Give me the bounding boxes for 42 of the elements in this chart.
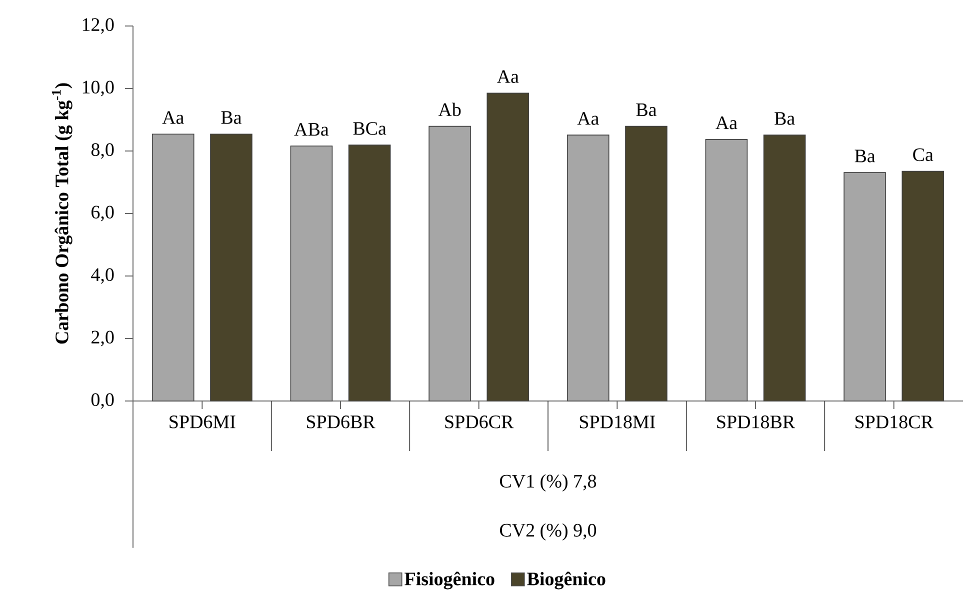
y-tick-label: 2,0 bbox=[92, 330, 114, 346]
data-label: Ca bbox=[913, 148, 934, 162]
legend-label: Fisiogênico bbox=[404, 572, 494, 590]
x-tick-label: SPD18MI bbox=[580, 416, 656, 428]
bar bbox=[625, 126, 668, 402]
data-label: Ba bbox=[221, 111, 242, 124]
bar bbox=[210, 134, 252, 402]
data-label: Aa bbox=[577, 112, 599, 125]
text: CV1 (%) 7,8 bbox=[500, 474, 596, 492]
data-label: ABa bbox=[294, 123, 329, 136]
bar bbox=[486, 92, 530, 402]
bar bbox=[152, 134, 194, 402]
y-tick-label: 6,0 bbox=[92, 206, 114, 222]
bar bbox=[348, 144, 391, 402]
bar bbox=[290, 146, 333, 402]
bar bbox=[902, 170, 944, 402]
bar bbox=[763, 134, 806, 402]
data-label: Aa bbox=[716, 116, 738, 130]
y-tick-label: 0,0 bbox=[91, 393, 114, 409]
data-label: Aa bbox=[162, 111, 184, 124]
y-tick-label: 10,0 bbox=[82, 80, 114, 96]
y-tick-label: 8,0 bbox=[91, 143, 114, 159]
y-tick-label: 12,0 bbox=[82, 18, 114, 34]
data-label: Aa bbox=[497, 70, 519, 83]
x-tick-label: SPD18CR bbox=[856, 416, 934, 428]
text: CV2 (%) 9,0 bbox=[500, 523, 596, 541]
data-label: Ba bbox=[774, 112, 795, 125]
x-tick-label: SPD6CR bbox=[445, 416, 514, 428]
legend-label: Biogênico bbox=[527, 572, 606, 590]
bar bbox=[428, 126, 471, 402]
x-tick-label: SPD6MI bbox=[170, 416, 236, 428]
y-axis-title: Carbono Orgânico Total (g kg$^{-1}$) bbox=[52, 83, 72, 344]
data-label: Ba bbox=[636, 103, 657, 116]
bar bbox=[844, 172, 886, 402]
data-label: BCa bbox=[353, 122, 386, 135]
x-tick-label: SPD6BR bbox=[306, 416, 376, 428]
y-tick-label: 4,0 bbox=[91, 268, 114, 284]
data-label: Ab bbox=[438, 102, 461, 116]
bar bbox=[566, 134, 610, 402]
bar bbox=[705, 139, 748, 402]
x-tick-label: SPD18BR bbox=[717, 416, 796, 428]
data-label: Ba bbox=[854, 150, 876, 162]
